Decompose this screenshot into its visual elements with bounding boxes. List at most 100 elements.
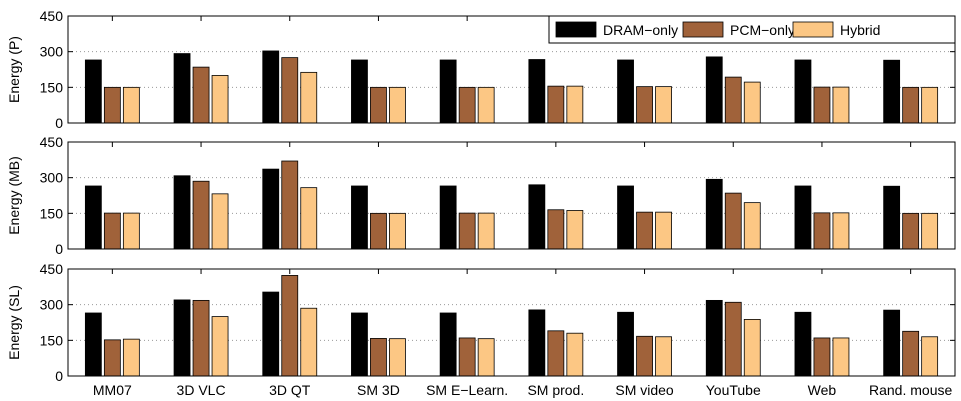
- legend-swatch: [792, 21, 834, 38]
- x-tick-label: SM 3D: [357, 382, 400, 398]
- x-tick-label: SM E−Learn.: [426, 382, 508, 398]
- bar: [477, 212, 495, 250]
- bar: [636, 335, 653, 377]
- bar: [547, 85, 565, 124]
- bar: [351, 185, 368, 250]
- bar: [262, 168, 280, 250]
- bar: [705, 299, 723, 377]
- bar: [743, 81, 761, 124]
- bar: [389, 86, 406, 124]
- bar: [211, 316, 229, 377]
- bar: [921, 336, 939, 377]
- x-tick-label: Rand. mouse: [869, 382, 952, 398]
- bar: [389, 212, 406, 250]
- bar: [211, 75, 229, 124]
- bar: [192, 66, 210, 124]
- bar: [617, 311, 634, 377]
- y-tick-label: 450: [40, 134, 64, 150]
- bar: [743, 319, 761, 377]
- bar: [300, 71, 318, 124]
- x-tick-label: SM prod.: [527, 382, 584, 398]
- bar: [636, 86, 653, 124]
- bar: [477, 86, 495, 124]
- bar: [300, 307, 318, 377]
- bar: [832, 337, 850, 377]
- bar: [883, 59, 901, 124]
- legend-swatch: [682, 21, 724, 38]
- bar: [547, 209, 565, 250]
- bar: [794, 311, 812, 377]
- bar: [192, 180, 210, 250]
- bar: [883, 185, 901, 250]
- bar: [370, 86, 387, 124]
- bar: [655, 86, 672, 124]
- bar: [724, 76, 742, 124]
- bar: [724, 301, 742, 377]
- bar: [389, 338, 406, 377]
- bar: [173, 175, 191, 250]
- bar: [211, 193, 229, 250]
- bar: [528, 184, 546, 250]
- bar: [458, 86, 476, 124]
- panel-frame: [67, 15, 956, 124]
- bar: [902, 86, 920, 124]
- bar: [813, 337, 831, 377]
- legend-label: DRAM−only: [603, 22, 678, 38]
- bar: [832, 212, 850, 250]
- bar: [122, 212, 140, 250]
- bar: [705, 56, 723, 124]
- y-axis-label: Energy (P): [6, 36, 22, 103]
- bar: [921, 212, 939, 250]
- y-tick-label: 150: [40, 205, 64, 221]
- bar: [477, 338, 495, 377]
- x-tick-label: MM07: [93, 382, 132, 398]
- bar: [794, 59, 812, 124]
- y-tick-label: 300: [40, 297, 64, 313]
- bar: [84, 59, 102, 124]
- bar: [103, 212, 121, 250]
- bar: [122, 86, 140, 124]
- y-tick-label: 0: [55, 115, 63, 131]
- y-tick-label: 300: [40, 170, 64, 186]
- bar: [103, 339, 121, 377]
- x-tick-label: Web: [808, 382, 837, 398]
- bar: [813, 212, 831, 250]
- bar: [705, 178, 723, 250]
- bar: [566, 210, 584, 250]
- y-axis-label: Energy (SL): [6, 285, 22, 360]
- bar: [883, 309, 901, 377]
- bar: [655, 211, 672, 250]
- legend-box: [548, 15, 956, 44]
- y-tick-label: 450: [40, 8, 64, 24]
- bar: [300, 187, 318, 250]
- bar: [902, 212, 920, 250]
- bar: [262, 291, 280, 377]
- legend-swatch: [555, 21, 597, 38]
- bar: [794, 185, 812, 250]
- bar: [439, 59, 457, 124]
- legend-label: PCM−only: [730, 22, 795, 38]
- bar: [528, 59, 546, 124]
- bar: [370, 212, 387, 250]
- bar: [636, 211, 653, 250]
- y-tick-label: 150: [40, 332, 64, 348]
- y-axis-label: Energy (MB): [6, 156, 22, 235]
- bar: [351, 59, 368, 124]
- bar: [439, 185, 457, 250]
- bar: [122, 338, 140, 377]
- bar: [921, 86, 939, 124]
- bar: [724, 192, 742, 250]
- bar: [547, 330, 565, 377]
- bar: [743, 202, 761, 250]
- bar: [458, 212, 476, 250]
- bar: [351, 312, 368, 377]
- bar: [262, 50, 280, 124]
- y-tick-label: 150: [40, 79, 64, 95]
- bar: [173, 53, 191, 124]
- panel-frame: [67, 268, 956, 377]
- bar: [655, 336, 672, 377]
- bar: [439, 312, 457, 377]
- bar: [617, 185, 634, 250]
- y-tick-label: 300: [40, 44, 64, 60]
